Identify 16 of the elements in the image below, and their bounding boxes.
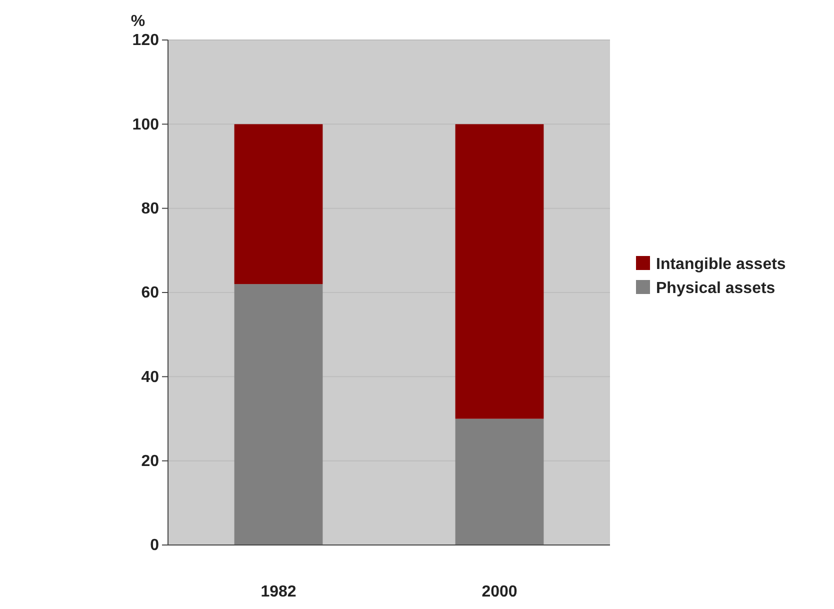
bar: [234, 284, 323, 545]
bar: [234, 124, 323, 284]
y-tick-label: 100: [132, 116, 160, 134]
y-axis-title: %: [130, 13, 146, 30]
legend-label: Physical assets: [656, 280, 776, 297]
x-tick-label: 1982: [260, 583, 296, 600]
y-tick-label: 0: [150, 537, 160, 554]
y-tick-label: 20: [141, 452, 160, 470]
bar: [455, 418, 544, 545]
legend-label: Intangible assets: [656, 256, 786, 273]
bar: [455, 124, 544, 419]
y-tick-label: 120: [132, 32, 160, 50]
x-tick-label: 2000: [482, 583, 518, 600]
y-tick-label: 40: [141, 368, 160, 386]
y-tick-label: 80: [141, 200, 160, 218]
y-tick-label: 60: [141, 284, 160, 302]
